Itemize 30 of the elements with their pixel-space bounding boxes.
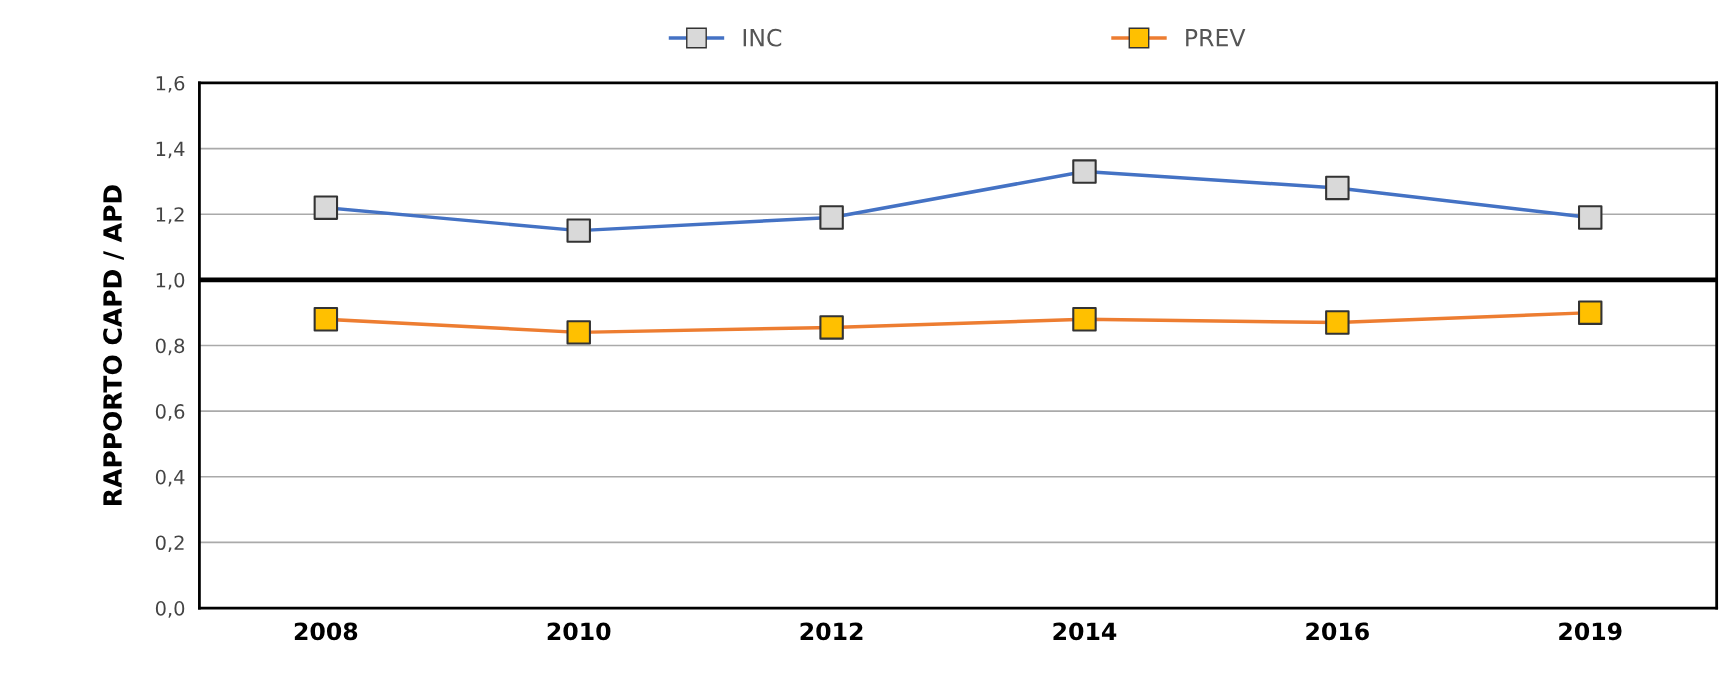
- y-tick-label: 0,6: [155, 404, 185, 421]
- x-tick-label: 2008: [294, 622, 358, 641]
- x-tick-label: 2012: [800, 622, 863, 641]
- y-tick-label: 1,4: [156, 141, 185, 159]
- y-tick-label: 0,0: [155, 601, 185, 618]
- x-tick-label: 2014: [1053, 622, 1117, 641]
- point: [1325, 310, 1350, 335]
- x-tick-label: 2019: [1559, 622, 1622, 641]
- x-tick-label: 2016: [1306, 622, 1369, 641]
- legend-label: INC: [743, 28, 782, 47]
- y-tick-label: 0,4: [155, 469, 185, 487]
- y-tick-label: 0,8: [155, 338, 185, 356]
- point: [1072, 307, 1097, 332]
- point: [1577, 300, 1603, 325]
- point: [819, 205, 844, 230]
- y-axis-title: RAPPORTO CAPD / APD: [103, 185, 124, 505]
- y-tick-label: 1,2: [156, 207, 184, 224]
- y-tick-label: 0,2: [155, 535, 184, 553]
- point: [313, 195, 339, 220]
- point: [1072, 159, 1097, 184]
- legend-label: PREV: [1186, 29, 1246, 47]
- point: [313, 307, 339, 332]
- point: [566, 218, 591, 243]
- y-tick-label: 1,6: [156, 75, 185, 93]
- point: [819, 315, 844, 340]
- y-tick-label: 1,0: [156, 272, 185, 290]
- point: [1325, 175, 1350, 201]
- point: [566, 320, 591, 345]
- x-tick-label: 2010: [547, 622, 611, 641]
- point: [1577, 205, 1603, 230]
